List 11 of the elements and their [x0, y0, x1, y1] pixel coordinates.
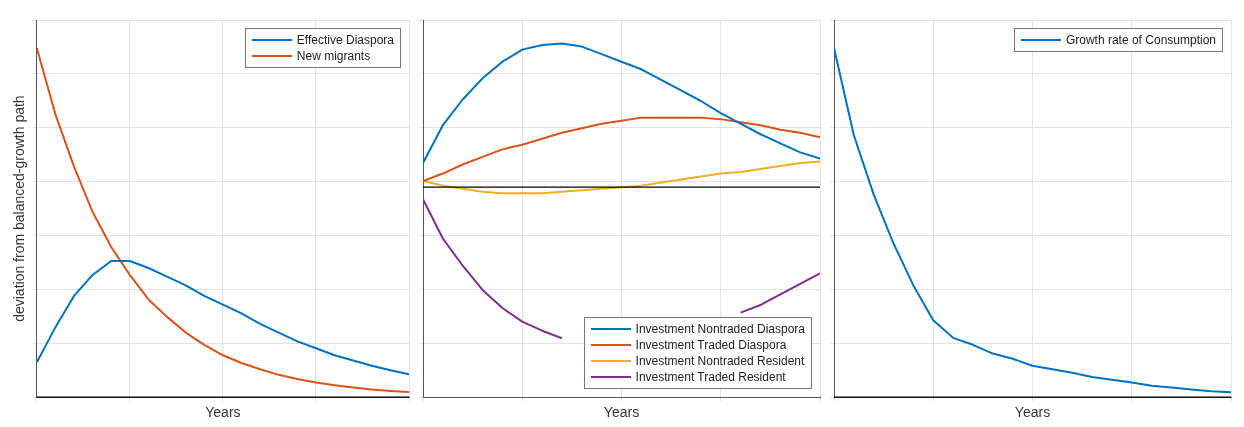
legend-label: Investment Nontraded Diaspora — [635, 322, 805, 337]
legend-label: Effective Diaspora — [296, 33, 394, 47]
x-axis-title: Years — [205, 404, 241, 421]
x-axis-title: Years — [603, 404, 640, 421]
y-axis-title: deviation from balanced-growth path — [11, 95, 28, 322]
legend-label: Investment Nontraded Resident — [635, 354, 805, 369]
x-axis-title: Years — [1014, 404, 1051, 421]
legend-label: Growth rate of Consumption — [1065, 33, 1216, 47]
legend-label: Investment Traded Resident — [635, 370, 786, 385]
legend-label: New migrants — [296, 49, 371, 63]
legend-label: Investment Traded Diaspora — [635, 338, 787, 353]
